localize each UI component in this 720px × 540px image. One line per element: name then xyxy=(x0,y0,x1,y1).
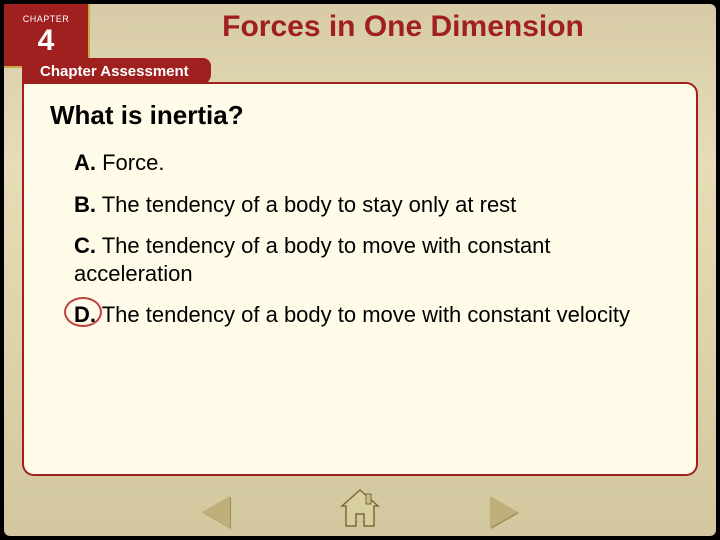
question-text: What is inertia? xyxy=(50,100,670,131)
next-arrow-icon[interactable] xyxy=(490,496,518,528)
answer-letter: B. xyxy=(74,192,96,217)
answer-text: The tendency of a body to move with cons… xyxy=(96,302,630,327)
content-panel: What is inertia? A. Force. B. The tenden… xyxy=(22,82,698,476)
chapter-number: 4 xyxy=(38,26,55,56)
home-button[interactable] xyxy=(338,488,382,530)
answer-text: The tendency of a body to move with cons… xyxy=(74,233,551,286)
answer-text: Force. xyxy=(96,150,164,175)
answer-option-d[interactable]: D. The tendency of a body to move with c… xyxy=(74,301,670,329)
answer-text: The tendency of a body to stay only at r… xyxy=(96,192,516,217)
answer-letter: D. xyxy=(74,302,96,327)
answer-list: A. Force. B. The tendency of a body to s… xyxy=(50,149,670,329)
answer-letter: C. xyxy=(74,233,96,258)
chapter-label: CHAPTER xyxy=(23,14,70,24)
answer-option-b[interactable]: B. The tendency of a body to stay only a… xyxy=(74,191,670,219)
home-icon xyxy=(338,488,382,530)
slide: CHAPTER 4 Forces in One Dimension Chapte… xyxy=(4,4,716,536)
prev-arrow-icon[interactable] xyxy=(202,496,230,528)
answer-letter: A. xyxy=(74,150,96,175)
answer-option-a[interactable]: A. Force. xyxy=(74,149,670,177)
answer-option-c[interactable]: C. The tendency of a body to move with c… xyxy=(74,232,670,287)
